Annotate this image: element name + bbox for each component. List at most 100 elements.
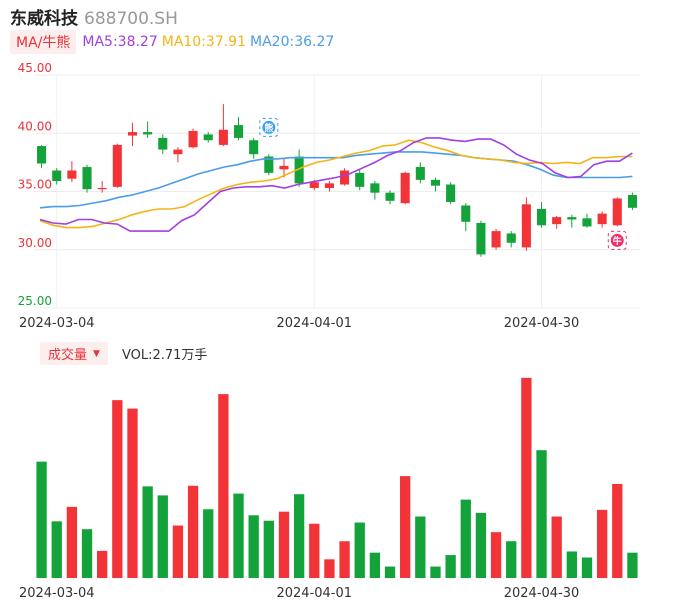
candle-body <box>415 167 425 180</box>
candle-body <box>158 137 168 150</box>
candle-body <box>552 217 562 225</box>
volume-bar <box>142 486 153 578</box>
price-tick-label: 25.00 <box>18 294 52 308</box>
volume-bar <box>612 483 623 578</box>
volume-bar <box>506 541 517 578</box>
volume-bar <box>218 394 229 578</box>
candle-body <box>82 167 92 190</box>
candle-body <box>491 231 501 248</box>
volume-bar <box>369 552 381 578</box>
ma-legend: MA/牛熊 MA5:38.27 MA10:37.91 MA20:36.27 <box>10 30 338 54</box>
candle-body <box>567 217 577 220</box>
volume-bar <box>51 521 62 578</box>
candle-body <box>536 208 547 226</box>
bull-marker-frame <box>607 230 627 250</box>
volume-bar <box>521 377 532 578</box>
volume-bar <box>415 516 426 578</box>
volume-bar <box>293 494 305 578</box>
volume-tag-label: 成交量 <box>48 348 88 363</box>
candle-body <box>324 183 334 189</box>
candle-body <box>340 170 350 185</box>
candle-body <box>97 188 107 190</box>
volume-bar <box>187 485 199 578</box>
volume-date-tick-label: 2024-04-01 <box>276 586 352 601</box>
bear-marker-dot <box>262 120 276 134</box>
candle-body <box>506 233 516 243</box>
candle-body <box>294 156 304 184</box>
volume-legend: 成交量 ▼ VOL:2.71万手 <box>40 342 207 365</box>
candle-body <box>143 132 153 135</box>
volume-bar <box>460 499 471 578</box>
volume-bar <box>627 552 638 578</box>
bull-marker-dot <box>610 233 624 247</box>
price-tick-label: 40.00 <box>18 119 52 133</box>
candle-body <box>249 140 259 155</box>
candle-body <box>461 205 471 222</box>
volume-bar <box>66 506 78 578</box>
volume-date-tick-label: 2024-03-04 <box>19 586 95 601</box>
candle-body <box>203 134 213 141</box>
price-tick-label: 30.00 <box>18 236 52 250</box>
volume-bar <box>248 515 259 578</box>
volume-bar <box>384 566 396 578</box>
volume-date-tick-label: 2024-04-30 <box>504 586 580 601</box>
volume-bar <box>490 532 502 578</box>
volume-bar <box>354 522 365 578</box>
volume-bar <box>581 557 593 578</box>
candle-body <box>446 184 456 202</box>
ma5-legend: MA5:38.27 <box>82 34 158 50</box>
candle-body <box>127 132 138 136</box>
volume-value: VOL:2.71万手 <box>121 348 208 363</box>
candle-body <box>52 170 62 182</box>
volume-bar <box>172 525 184 578</box>
volume-bar <box>536 450 547 578</box>
ma5-line <box>39 137 633 232</box>
volume-bar <box>324 559 335 578</box>
volume-bar <box>157 495 168 578</box>
volume-bar <box>233 493 244 578</box>
stock-name: 东威科技 <box>10 9 78 29</box>
candle-body <box>37 146 47 164</box>
candle-body <box>476 222 486 255</box>
volume-indicator-selector[interactable]: 成交量 ▼ <box>40 342 108 365</box>
price-tick-label: 45.00 <box>18 61 52 75</box>
volume-bar <box>278 511 290 578</box>
bull-marker: 牛 <box>607 230 627 250</box>
candle-body <box>385 192 395 201</box>
candle-body <box>597 213 607 225</box>
candle-body <box>173 149 183 155</box>
candle-body <box>370 183 380 193</box>
volume-bar <box>112 400 123 578</box>
candle-body <box>612 198 622 226</box>
caret-down-icon: ▼ <box>93 348 100 359</box>
date-tick-label: 2024-03-04 <box>19 316 95 331</box>
bear-marker-label: 熊 <box>264 122 273 134</box>
ma-indicator-selector[interactable]: MA/牛熊 <box>10 30 77 54</box>
bear-marker: 熊 <box>259 117 279 137</box>
volume-bar <box>596 509 608 578</box>
ma10-legend: MA10:37.91 <box>161 34 247 50</box>
candle-body <box>218 129 228 145</box>
candle-body <box>279 165 289 170</box>
candle-body <box>627 194 637 208</box>
volume-bar <box>36 461 47 578</box>
bear-marker-frame <box>259 117 279 137</box>
candle-body <box>521 204 531 248</box>
ma20-line <box>39 151 633 209</box>
ma10-line <box>39 139 633 229</box>
candle-body <box>430 179 441 186</box>
volume-bar <box>475 512 487 578</box>
bull-marker-label: 牛 <box>613 235 622 247</box>
ma20-legend: MA20:36.27 <box>250 34 335 50</box>
volume-bar <box>445 555 456 578</box>
price-tick-label: 35.00 <box>18 178 52 192</box>
date-tick-label: 2024-04-01 <box>276 316 352 331</box>
candle-body <box>582 218 592 227</box>
volume-bar <box>430 566 441 578</box>
stock-header: 东威科技 688700.SH <box>10 4 178 29</box>
candle-body <box>112 144 122 187</box>
volume-bar <box>203 509 214 578</box>
volume-bar <box>263 520 274 578</box>
volume-bar <box>566 551 577 578</box>
